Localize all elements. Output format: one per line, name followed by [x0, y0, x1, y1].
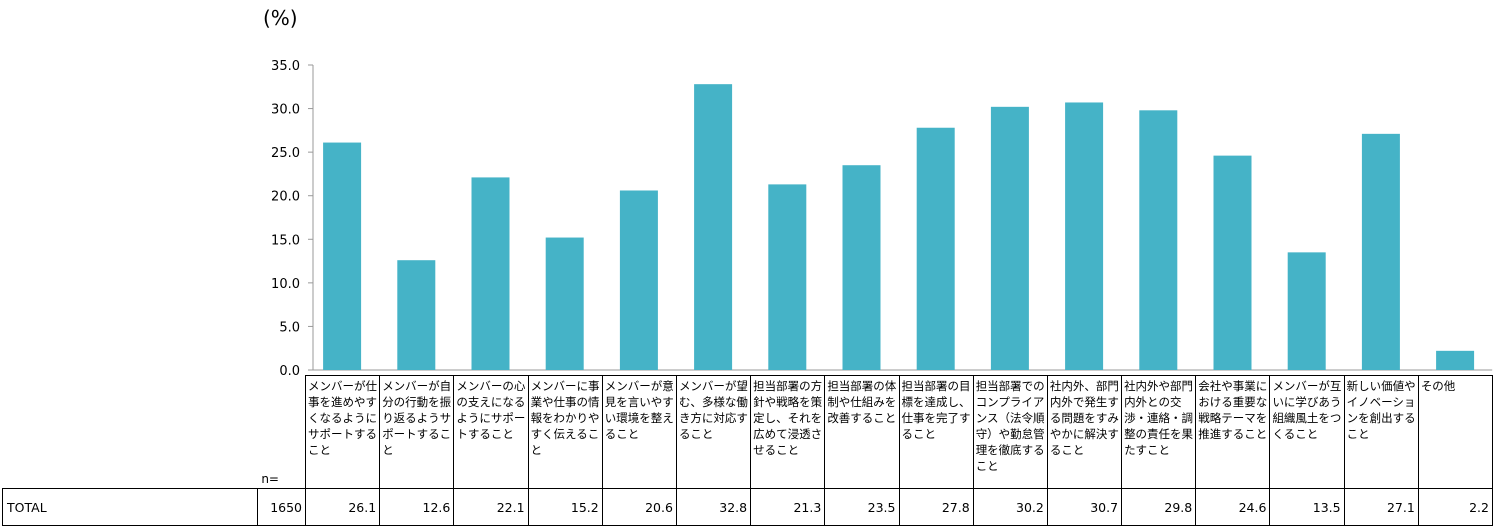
y-tick-label: 20.0 — [271, 190, 300, 205]
data-value-cell: 32.8 — [675, 488, 752, 526]
data-value-cell: 29.8 — [1121, 488, 1197, 526]
category-label: メンバーが仕事を進めやすくなるようにサポートすること — [304, 375, 381, 489]
category-label: メンバーが互いに学びあう組織風土をつくること — [1269, 375, 1345, 489]
data-value-cell: 2.2 — [1417, 488, 1494, 526]
data-value-cell: 23.5 — [824, 488, 900, 526]
data-value-cell: 15.2 — [527, 488, 603, 526]
data-value-cell: 26.1 — [304, 488, 381, 526]
bar — [990, 106, 1029, 370]
category-label: 新しい価値やイノベーションを創出すること — [1343, 375, 1419, 489]
row-label: TOTAL — [2, 488, 258, 526]
y-tick-label: 5.0 — [279, 320, 300, 335]
y-tick-label: 30.0 — [271, 103, 300, 118]
y-tick-label: 0.0 — [279, 364, 300, 375]
category-label: 会社や事業における重要な戦略テーマを推進すること — [1195, 375, 1271, 489]
data-value-cell: 21.3 — [750, 488, 826, 526]
data-value-cell: 27.1 — [1343, 488, 1419, 526]
y-tick-label: 35.0 — [271, 59, 300, 74]
bar — [397, 260, 436, 370]
data-value-cell: 30.2 — [972, 488, 1048, 526]
data-value-cell: 24.6 — [1195, 488, 1271, 526]
table-corner-cell — [2, 375, 258, 489]
y-axis-unit-label: (%) — [263, 6, 298, 30]
bar — [619, 190, 658, 370]
bar — [1436, 350, 1475, 370]
category-header-row: n= メンバーが仕事を進めやすくなるようにサポートすること メンバーが自分の行動を振… — [2, 375, 1494, 489]
data-value-cell: 30.7 — [1046, 488, 1123, 526]
bar — [323, 142, 362, 370]
bar — [471, 177, 510, 370]
category-label: 社内外、部門内外で発生する問題をすみやかに解決すること — [1046, 375, 1123, 489]
bar — [1213, 155, 1252, 370]
data-value-cell: 22.1 — [453, 488, 529, 526]
bar — [1361, 133, 1400, 370]
bar — [694, 84, 733, 371]
n-header-label: n= — [257, 375, 306, 489]
category-label: 担当部署の目標を達成し、仕事を完了すること — [898, 375, 974, 489]
n-value: 1650 — [257, 488, 306, 526]
bar — [768, 184, 807, 370]
category-label: その他 — [1417, 375, 1494, 489]
bar — [916, 127, 955, 370]
y-tick-label: 15.0 — [271, 233, 300, 248]
category-label: メンバーが意見を言いやすい環境を整えること — [601, 375, 677, 489]
table-row: TOTAL 1650 26.1 12.6 22.1 15.2 20.6 32.8 21.3 23.… — [2, 488, 1494, 526]
bar — [842, 165, 881, 370]
category-label: 社内外や部門内外との交渉・連絡・調整の責任を果たすこと — [1121, 375, 1197, 489]
bar-chart: 0.0 5.0 10.0 15.0 20.0 25.0 30.0 35.0 — [271, 59, 1493, 375]
bar — [1287, 252, 1326, 370]
bar — [1065, 102, 1104, 370]
data-value-cell: 13.5 — [1269, 488, 1345, 526]
category-label: メンバーが望む、多様な働き方に対応すること — [675, 375, 752, 489]
bar — [1139, 110, 1178, 371]
bar — [545, 237, 584, 370]
data-value-cell: 12.6 — [379, 488, 455, 526]
category-label: 担当部署でのコンプライアンス（法令順守）や勤怠管理を徹底すること — [972, 375, 1048, 489]
y-tick-label: 10.0 — [271, 277, 300, 292]
category-label: 担当部署の体制や仕組みを改善すること — [824, 375, 900, 489]
category-label: メンバーの心の支えになるようにサポートすること — [453, 375, 529, 489]
data-table: n= メンバーが仕事を進めやすくなるようにサポートすること メンバーが自分の行動を振… — [2, 375, 1494, 526]
category-label: 担当部署の方針や戦略を策定し、それを広めて浸透させること — [750, 375, 826, 489]
y-tick-label: 25.0 — [271, 146, 300, 161]
category-label: メンバーに事業や仕事の情報をわかりやすく伝えること — [527, 375, 603, 489]
data-value-cell: 27.8 — [898, 488, 974, 526]
data-value-cell: 20.6 — [601, 488, 677, 526]
category-label: メンバーが自分の行動を振り返るようサポートすること — [379, 375, 455, 489]
